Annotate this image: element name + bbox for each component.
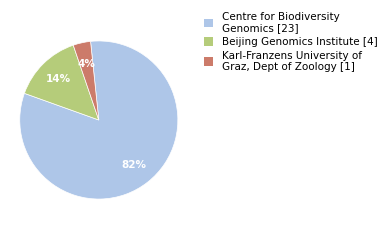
- Wedge shape: [73, 41, 99, 120]
- Text: 14%: 14%: [46, 74, 71, 84]
- Wedge shape: [20, 41, 178, 199]
- Legend: Centre for Biodiversity
Genomics [23], Beijing Genomics Institute [4], Karl-Fran: Centre for Biodiversity Genomics [23], B…: [203, 11, 378, 73]
- Text: 4%: 4%: [78, 60, 95, 69]
- Text: 82%: 82%: [122, 160, 146, 170]
- Wedge shape: [24, 45, 99, 120]
